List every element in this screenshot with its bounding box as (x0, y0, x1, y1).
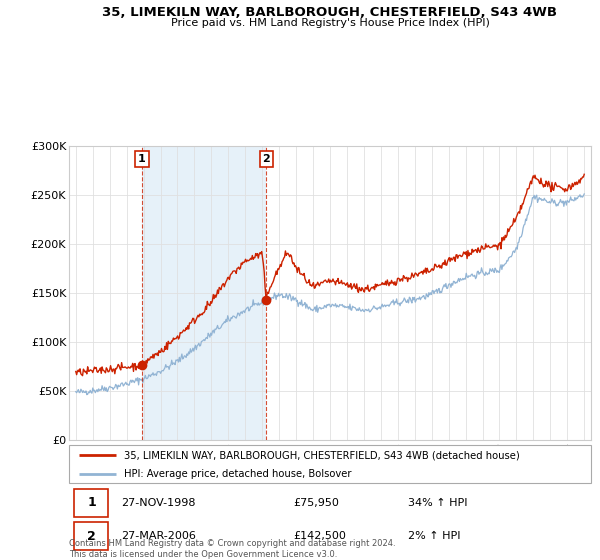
Text: Price paid vs. HM Land Registry's House Price Index (HPI): Price paid vs. HM Land Registry's House … (170, 18, 490, 28)
Text: 2: 2 (87, 530, 96, 543)
Text: £142,500: £142,500 (293, 531, 346, 541)
Bar (74, 488, 108, 516)
Text: 2: 2 (262, 154, 270, 164)
Text: 1: 1 (87, 496, 96, 509)
Text: 2% ↑ HPI: 2% ↑ HPI (409, 531, 461, 541)
Text: HPI: Average price, detached house, Bolsover: HPI: Average price, detached house, Bols… (124, 469, 352, 479)
Text: 1: 1 (138, 154, 146, 164)
Text: 35, LIMEKILN WAY, BARLBOROUGH, CHESTERFIELD, S43 4WB: 35, LIMEKILN WAY, BARLBOROUGH, CHESTERFI… (103, 6, 557, 18)
Text: £75,950: £75,950 (293, 498, 340, 507)
Bar (74, 522, 108, 550)
Text: 27-NOV-1998: 27-NOV-1998 (121, 498, 196, 507)
Text: 27-MAR-2006: 27-MAR-2006 (121, 531, 196, 541)
Text: Contains HM Land Registry data © Crown copyright and database right 2024.
This d: Contains HM Land Registry data © Crown c… (69, 539, 395, 559)
Text: 34% ↑ HPI: 34% ↑ HPI (409, 498, 468, 507)
Text: 35, LIMEKILN WAY, BARLBOROUGH, CHESTERFIELD, S43 4WB (detached house): 35, LIMEKILN WAY, BARLBOROUGH, CHESTERFI… (124, 450, 520, 460)
Bar (142, 146, 266, 440)
